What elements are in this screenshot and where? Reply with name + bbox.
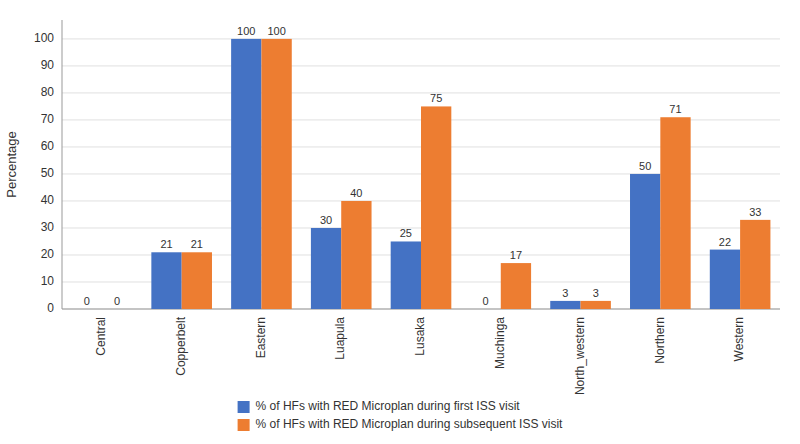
legend-swatch	[238, 419, 250, 431]
x-tick-label: Copperbelt	[174, 316, 188, 375]
grid-line	[62, 38, 780, 39]
data-label: 25	[400, 227, 412, 239]
data-label: 22	[719, 236, 731, 248]
bar	[341, 201, 371, 309]
data-label: 0	[114, 295, 120, 307]
data-label: 0	[84, 295, 90, 307]
bar	[550, 301, 580, 309]
y-tick-label: 80	[41, 85, 55, 99]
x-tick-label: Luapula	[333, 317, 347, 360]
grid-line	[62, 92, 780, 93]
y-tick-label: 20	[41, 247, 55, 261]
bar	[630, 174, 660, 309]
bar	[710, 250, 740, 309]
legend: % of HFs with RED Microplan during first…	[238, 399, 563, 431]
data-label: 50	[639, 160, 651, 172]
x-tick-label: Eastern	[254, 317, 268, 358]
y-tick-label: 90	[41, 58, 55, 72]
legend-label: % of HFs with RED Microplan during subse…	[256, 417, 563, 431]
bar	[740, 220, 770, 309]
x-tick-label: North_western	[573, 317, 587, 395]
bar	[182, 252, 212, 309]
chart: 0102030405060708090100Percentage02110030…	[0, 0, 800, 444]
grid-line	[62, 65, 780, 66]
data-label: 75	[430, 92, 442, 104]
legend-label: % of HFs with RED Microplan during first…	[256, 399, 521, 413]
bar	[311, 228, 341, 309]
bar	[581, 301, 611, 309]
y-axis-label: Percentage	[4, 131, 19, 198]
data-label: 17	[510, 249, 522, 261]
data-label: 40	[350, 187, 362, 199]
bar	[501, 263, 531, 309]
y-tick-label: 40	[41, 193, 55, 207]
data-label: 3	[593, 287, 599, 299]
bar	[421, 106, 451, 309]
y-tick-label: 30	[41, 220, 55, 234]
y-axis-line	[62, 20, 63, 309]
data-label: 21	[160, 238, 172, 250]
bar	[470, 309, 500, 310]
bar	[102, 309, 132, 310]
data-label: 100	[237, 25, 255, 37]
data-label: 33	[749, 206, 761, 218]
data-label: 21	[191, 238, 203, 250]
x-tick-label: Central	[94, 317, 108, 356]
bars	[151, 39, 770, 309]
x-tick-label: Lusaka	[413, 317, 427, 356]
y-tick-label: 10	[41, 274, 55, 288]
bar	[391, 241, 421, 309]
x-tick-label: Western	[732, 317, 746, 361]
data-label: 3	[562, 287, 568, 299]
y-tick-label: 60	[41, 139, 55, 153]
data-label: 0	[483, 295, 489, 307]
y-tick-label: 100	[34, 31, 54, 45]
data-label: 100	[267, 25, 285, 37]
bar	[72, 309, 102, 310]
chart-container: 0102030405060708090100Percentage02110030…	[0, 0, 800, 444]
x-tick-label: Muchinga	[493, 317, 507, 369]
data-labels: 0 21 100 30 25 0 3 50 22 0 21 100 40 75 17 3 71 33	[84, 25, 762, 307]
bar	[151, 252, 181, 309]
data-label: 30	[320, 214, 332, 226]
bar	[231, 39, 261, 309]
x-tick-label: Northern	[653, 317, 667, 364]
legend-swatch	[238, 401, 250, 413]
bar	[261, 39, 291, 309]
y-tick-label: 0	[47, 301, 54, 315]
data-label: 71	[669, 103, 681, 115]
y-tick-label: 50	[41, 166, 55, 180]
bar	[660, 117, 690, 309]
y-tick-label: 70	[41, 112, 55, 126]
